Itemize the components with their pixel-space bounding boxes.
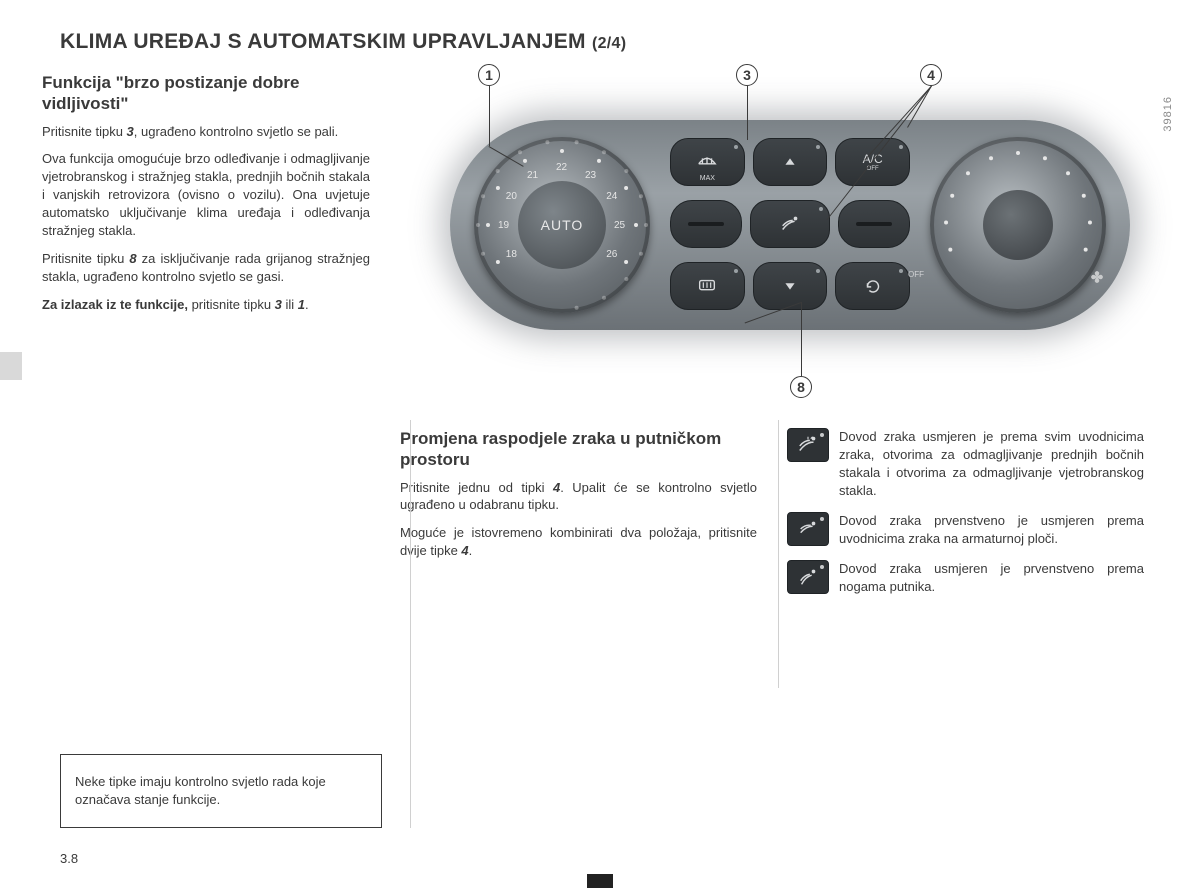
title-main: KLIMA UREĐAJ S AUTOMATSKIM UPRAVLJANJEM <box>60 30 586 53</box>
off-label: OFF <box>908 270 924 279</box>
col1-p4: Za izlazak iz te funkcije, pritisnite ti… <box>42 296 370 314</box>
airflow-person-icon <box>779 213 801 235</box>
defrost-front-button: MAX <box>670 138 745 186</box>
airflow-text-3: Dovod zraka usmjeren je prvenstveno prem… <box>839 560 1144 596</box>
figure-code: 39816 <box>1162 96 1174 132</box>
airflow-text-1: Dovod zraka usmjeren je prema svim uvodn… <box>839 428 1144 500</box>
leader-3 <box>747 86 748 140</box>
slot-left-button <box>670 200 742 248</box>
col1-heading: Funkcija "brzo postizanje dobre vidljivo… <box>42 72 370 115</box>
column-divider-1 <box>410 420 411 828</box>
callout-8: 8 <box>790 376 812 398</box>
air-flow-mid-button <box>750 200 830 248</box>
climate-control-panel: 181920212223242526 AUTO MAX <box>450 120 1130 330</box>
col2-p2: Moguće je istovremeno kombinirati dva po… <box>400 524 757 560</box>
airflow-dash-icon <box>787 512 829 546</box>
col1-p2: Ova funkcija omogućuje brzo odleđivanje … <box>42 150 370 240</box>
triangle-up-icon <box>779 151 801 173</box>
recirculate-icon <box>862 275 884 297</box>
leader-1 <box>489 86 490 146</box>
fan-dial-knob <box>983 190 1053 260</box>
page-title: KLIMA UREĐAJ S AUTOMATSKIM UPRAVLJANJEM … <box>60 30 1150 54</box>
leader-8 <box>801 302 802 376</box>
note-text: Neke tipke imaju kontrolno svjetlo rada … <box>75 774 326 807</box>
fan-dial <box>930 137 1106 313</box>
airflow-text-2: Dovod zraka prvenstveno je usmjeren prem… <box>839 512 1144 548</box>
airflow-feet-icon <box>787 560 829 594</box>
fan-icon <box>1088 268 1106 286</box>
page-number: 3.8 <box>60 851 78 866</box>
col1-p1: Pritisnite tipku 3, ugrađeno kontrolno s… <box>42 123 370 141</box>
bottom-black-marker <box>587 874 613 888</box>
note-box: Neke tipke imaju kontrolno svjetlo rada … <box>60 754 382 828</box>
auto-button: AUTO <box>518 181 606 269</box>
defrost-rear-icon <box>696 275 718 297</box>
callout-1: 1 <box>478 64 500 86</box>
auto-label: AUTO <box>541 217 584 233</box>
defrost-front-icon <box>696 151 718 173</box>
defrost-rear-button <box>670 262 745 310</box>
col2-heading: Promjena raspodjele zraka u putničkom pr… <box>400 428 757 471</box>
left-gray-tab <box>0 352 22 380</box>
airflow-row-2: Dovod zraka prvenstveno je usmjeren prem… <box>787 512 1144 548</box>
triangle-down-icon <box>779 275 801 297</box>
airflow-row-3: Dovod zraka usmjeren je prvenstveno prem… <box>787 560 1144 596</box>
air-up-button <box>753 138 828 186</box>
max-label: MAX <box>700 175 715 182</box>
climate-panel-figure: 181920212223242526 AUTO MAX <box>410 64 1152 400</box>
col2-p1: Pritisnite jednu od tipki 4. Upalit će s… <box>400 479 757 515</box>
column-1: Funkcija "brzo postizanje dobre vidljivo… <box>36 72 376 608</box>
button-cluster: MAX A/C OFF <box>670 134 910 316</box>
airflow-all-icon <box>787 428 829 462</box>
airflow-row-1: Dovod zraka usmjeren je prema svim uvodn… <box>787 428 1144 500</box>
column-divider-2 <box>778 420 779 688</box>
slot-right-button <box>838 200 910 248</box>
callout-3: 3 <box>736 64 758 86</box>
col1-p3: Pritisnite tipku 8 za isključivanje rada… <box>42 250 370 286</box>
air-down-button <box>753 262 828 310</box>
callout-4: 4 <box>920 64 942 86</box>
temperature-dial: 181920212223242526 AUTO <box>474 137 650 313</box>
recirculate-button <box>835 262 910 310</box>
title-sub: (2/4) <box>592 35 626 52</box>
